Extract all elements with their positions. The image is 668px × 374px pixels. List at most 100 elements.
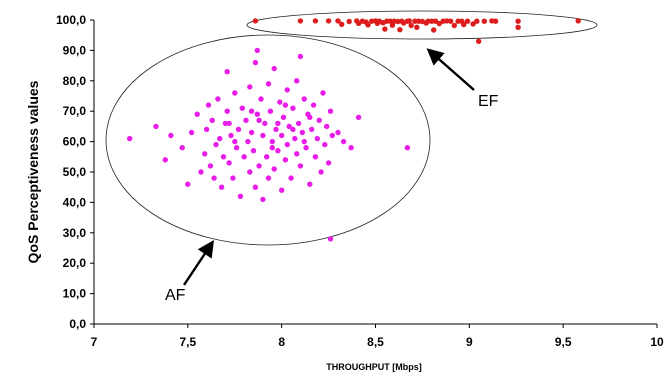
x-tick-label: 7,5 [179,335,196,349]
af-data-point [277,99,283,105]
ef-data-point [492,18,499,24]
af-data-point [327,236,334,242]
af-data-point [224,69,230,75]
af-data-point [284,141,290,148]
af-data-point [271,65,277,72]
af-data-point [250,148,257,154]
af-data-point [237,193,244,199]
af-data-point [256,117,262,124]
ef-data-point [515,18,521,24]
af-data-point [314,135,320,142]
af-data-point [203,126,210,133]
af-data-point [284,87,290,93]
af-data-point [226,160,232,166]
af-data-point [185,181,191,187]
af-data-point [254,111,260,117]
af-data-point [299,129,305,136]
ef-data-point [414,24,420,30]
af-data-point [239,105,245,111]
ef-data-point [431,27,437,33]
y-tick-label: 10,0 [63,287,87,301]
af-data-point [310,102,317,108]
af-data-point [265,81,272,87]
af-data-point [294,151,300,157]
x-ticks: 7 7,5 8 8,5 9 9,5 10 [91,324,664,349]
af-data-point [404,145,411,151]
ef-data-point [461,21,467,28]
ef-annotation: EF [478,93,499,110]
af-data-point [265,175,272,181]
af-data-point [307,114,313,121]
af-data-point [325,160,332,166]
y-tick-label: 50,0 [63,165,87,179]
af-data-point [273,126,279,133]
y-tick-label: 70,0 [63,104,87,118]
cluster-ellipses [105,10,598,246]
y-axis-title: QoS Perceptiveness values [25,80,41,263]
ef-data-point [429,18,435,24]
af-data-point [301,96,307,102]
af-data-point [271,166,277,172]
af-data-point [241,154,247,160]
af-data-point [322,141,328,148]
af-data-point [297,163,304,169]
af-data-point [232,90,238,96]
af-data-point [282,157,289,163]
af-data-point [258,96,264,102]
ef-data-point [382,26,388,32]
annotation-arrows [183,48,475,286]
af-data-point [127,135,133,142]
af-data-point [260,196,266,203]
af-data-point [324,123,330,130]
ef-data-point [406,18,412,24]
af-data-point [275,120,281,127]
x-tick-label: 9,5 [555,335,572,349]
af-data-point [222,120,229,127]
af-data-point [318,169,324,175]
af-arrow [183,240,214,286]
af-data-point [290,105,296,111]
af-data-point [286,123,292,130]
af-data-point [230,175,236,181]
x-tick-label: 10 [650,335,664,349]
af-data-point [316,117,322,124]
ef-data-point [476,38,482,44]
af-data-point [267,108,274,114]
af-data-point [226,120,232,127]
af-data-point [168,132,174,139]
ef-data-point [451,22,457,29]
af-data-point [248,129,255,136]
af-data-point [269,138,275,145]
ef-data-point [408,22,414,29]
af-data-point [297,53,304,60]
af-data-point [301,138,307,145]
x-tick-label: 8 [278,335,285,349]
af-data-point [264,154,270,160]
af-data-point [215,96,221,102]
af-data-point [188,129,195,136]
af-data-point [248,108,255,114]
af-data-point [243,117,249,124]
ef-data-point [325,18,332,24]
af-data-point [320,90,326,96]
ef-data-point [455,18,461,24]
ef-data-point [384,18,390,24]
ef-data-point [470,21,476,27]
ef-data-point [346,18,352,25]
af-data-point [202,151,208,157]
af-data-point [247,169,253,175]
af-data-point [207,163,214,169]
y-tick-label: 40,0 [63,195,87,209]
y-tick-label: 80,0 [63,74,87,88]
af-data-point [309,126,315,133]
ef-data-point [387,18,394,24]
ef-arrow [426,48,475,91]
af-data-point [262,120,268,127]
y-tick-label: 30,0 [63,226,87,240]
af-data-point [303,145,309,151]
ef-cluster-ellipse [246,10,598,40]
af-data-point [327,108,334,114]
af-data-point [209,117,215,124]
af-data-point [340,138,347,145]
